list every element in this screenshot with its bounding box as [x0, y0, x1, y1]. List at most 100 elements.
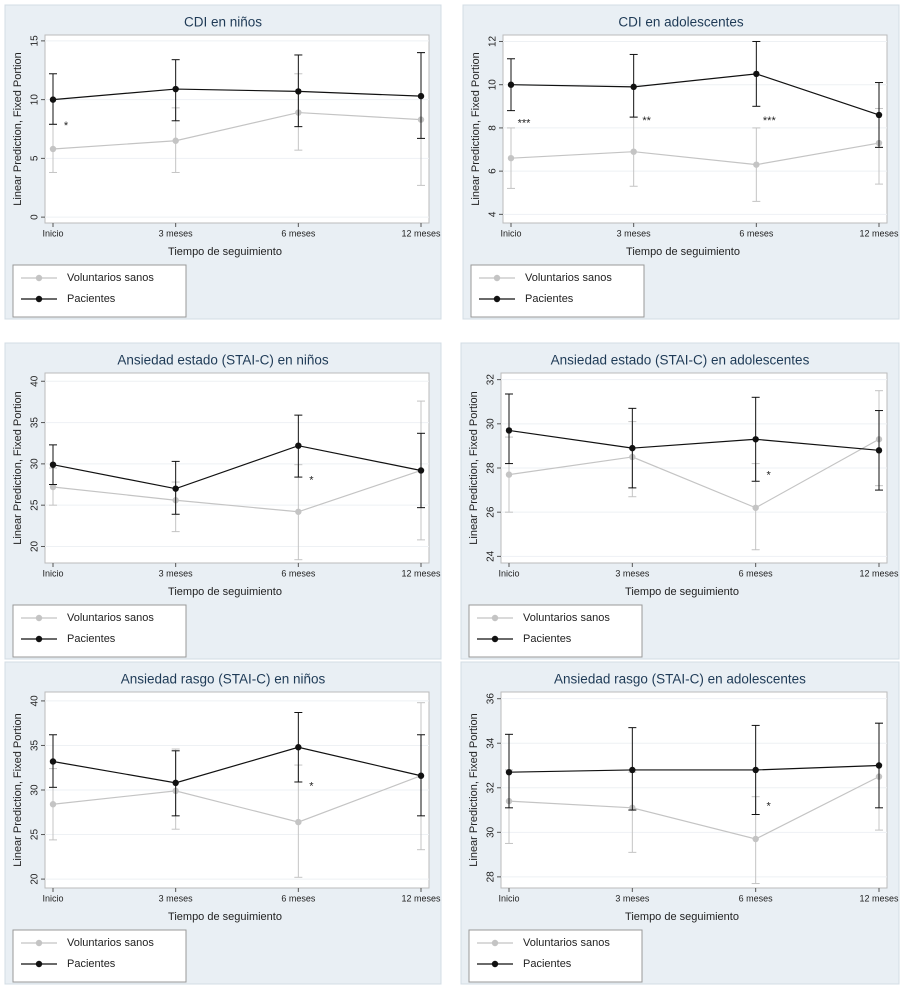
point: [49, 801, 57, 808]
y-tick-label: 25: [30, 829, 41, 841]
series-line: [510, 73, 880, 116]
y-tick-label: 6: [488, 168, 499, 174]
point: [295, 744, 302, 751]
point: [629, 766, 636, 774]
legend-label: Voluntarios sanos: [525, 272, 612, 284]
y-tick-label: 15: [30, 35, 41, 47]
y-tick-label: 36: [486, 693, 497, 705]
point: [417, 772, 425, 779]
y-tick-label: 30: [486, 418, 497, 430]
series-line: [508, 776, 880, 840]
point: [172, 137, 179, 144]
y-axis-label: Linear Prediction, Fixed Portion: [468, 391, 480, 544]
legend-marker: [35, 295, 43, 303]
x-tick-label: 6 meses: [739, 893, 774, 903]
point: [505, 768, 513, 776]
legend-label: Voluntarios sanos: [523, 937, 610, 949]
legend: [468, 604, 643, 658]
legend-marker: [35, 274, 43, 282]
panel: Ansiedad estado (STAI-C) en adolescentes…: [460, 342, 900, 660]
x-tick-label: 6 meses: [281, 228, 316, 238]
legend-label: Pacientes: [67, 293, 116, 305]
y-tick-label: 32: [486, 782, 497, 794]
legend-marker: [491, 635, 499, 643]
y-tick-label: 12: [488, 35, 499, 47]
point: [172, 85, 179, 93]
x-tick-label: 3 meses: [159, 893, 194, 903]
legend: [470, 264, 645, 318]
y-tick-label: 28: [486, 871, 497, 883]
x-tick-label: 6 meses: [281, 568, 316, 578]
x-tick-label: Inicio: [498, 893, 519, 903]
chart-title: Ansiedad estado (STAI-C) en niños: [117, 353, 329, 368]
y-tick-label: 35: [30, 417, 41, 429]
x-axis-label: Tiempo de seguimiento: [168, 246, 282, 258]
y-tick-label: 28: [486, 462, 497, 474]
y-tick-label: 20: [30, 540, 41, 552]
point: [417, 467, 425, 474]
series-line: [508, 438, 880, 509]
y-axis-label: Linear Prediction, Fixed Portion: [468, 713, 480, 866]
point: [49, 461, 57, 468]
legend-label: Pacientes: [67, 958, 116, 970]
point: [295, 442, 302, 449]
point: [752, 835, 759, 843]
y-tick-label: 26: [486, 506, 497, 518]
plot-area: [44, 34, 430, 224]
legend-label: Pacientes: [523, 633, 572, 645]
x-axis-label: Tiempo de seguimiento: [625, 911, 739, 923]
x-tick-label: Inicio: [42, 893, 63, 903]
x-axis-label: Tiempo de seguimiento: [168, 586, 282, 598]
x-tick-label: 12 meses: [859, 893, 899, 903]
plot-area: [500, 691, 888, 889]
panel: CDI en adolescentes 4 6 8 10 12 Linear Predict…: [462, 4, 900, 320]
y-tick-label: 30: [30, 458, 41, 470]
point: [629, 444, 636, 452]
chart-title: CDI en niños: [184, 15, 262, 30]
point: [630, 83, 637, 91]
annotation: ***: [518, 117, 532, 129]
point: [630, 148, 637, 155]
x-tick-label: Inicio: [42, 228, 63, 238]
x-axis-label: Tiempo de seguimiento: [168, 911, 282, 923]
legend-label: Pacientes: [67, 633, 116, 645]
y-tick-label: 25: [30, 499, 41, 511]
y-tick-label: 32: [486, 374, 497, 386]
annotation: *: [309, 781, 314, 793]
plot-area: [44, 372, 430, 564]
y-axis-label: Linear Prediction, Fixed Portion: [12, 52, 24, 205]
point: [753, 161, 760, 168]
legend: [12, 929, 187, 983]
y-axis-label: Linear Prediction, Fixed Portion: [12, 713, 24, 866]
legend-marker: [35, 960, 43, 968]
legend-label: Voluntarios sanos: [523, 612, 610, 624]
x-tick-label: 3 meses: [615, 568, 650, 578]
x-tick-label: 12 meses: [401, 568, 441, 578]
legend-marker: [493, 295, 501, 303]
x-axis-label: Tiempo de seguimiento: [626, 246, 740, 258]
legend-label: Voluntarios sanos: [67, 612, 154, 624]
point: [752, 436, 759, 443]
point: [507, 81, 515, 88]
x-tick-label: 3 meses: [159, 228, 194, 238]
point: [49, 96, 57, 103]
panel: Ansiedad estado (STAI-C) en niños 20 25 30 3…: [4, 342, 442, 660]
x-tick-label: 12 meses: [859, 568, 899, 578]
legend-marker: [35, 939, 43, 947]
legend-label: Voluntarios sanos: [67, 937, 154, 949]
legend-marker: [35, 614, 43, 622]
legend-marker: [491, 960, 499, 968]
series-line: [508, 764, 880, 773]
legend-marker: [491, 614, 499, 622]
y-tick-label: 0: [30, 214, 41, 220]
series-line: [52, 469, 422, 513]
legend: [12, 264, 187, 318]
x-tick-label: 6 meses: [739, 568, 774, 578]
point: [875, 447, 883, 454]
annotation: ***: [763, 115, 777, 127]
legend: [468, 929, 643, 983]
y-tick-label: 8: [488, 125, 499, 131]
x-tick-label: 3 meses: [615, 893, 650, 903]
x-tick-label: 12 meses: [401, 228, 441, 238]
